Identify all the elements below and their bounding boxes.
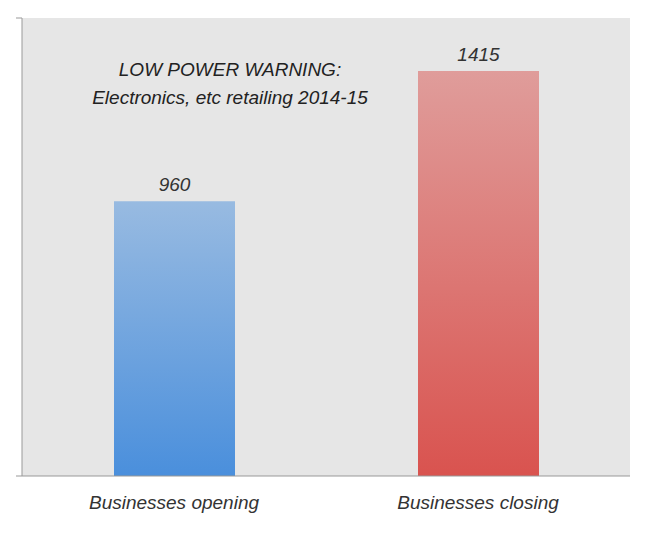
html-text:Electronics, etc retailing 201: Electronics, etc retailing 2014-15 [92,87,368,108]
svg-text:960: 960 [159,174,191,195]
svg-text:Businesses opening: Businesses opening [89,492,259,513]
svg-text:1415: 1415 [457,44,500,65]
svg-text:Businesses closing: Businesses closing [397,492,559,513]
html-text:LOW POWER WARNING:: LOW POWER WARNING: [118,59,342,80]
